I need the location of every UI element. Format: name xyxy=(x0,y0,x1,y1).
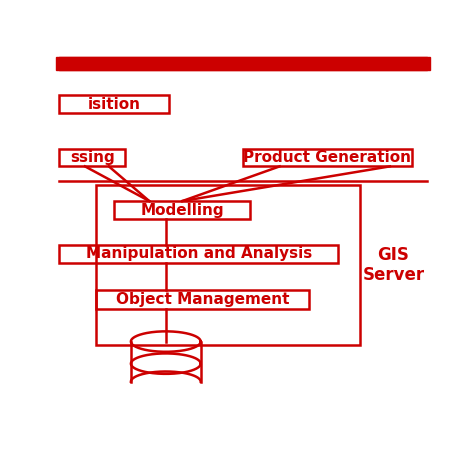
Text: ssing: ssing xyxy=(70,150,115,165)
Bar xyxy=(243,149,412,166)
Bar xyxy=(55,57,430,70)
Bar xyxy=(59,95,169,113)
Text: GIS
Server: GIS Server xyxy=(363,246,425,284)
Text: Product Generation: Product Generation xyxy=(244,150,411,165)
Bar xyxy=(114,201,250,219)
Text: isition: isition xyxy=(88,97,141,112)
Text: Modelling: Modelling xyxy=(140,203,224,218)
Text: Object Management: Object Management xyxy=(116,292,289,307)
Bar xyxy=(96,184,360,345)
Bar xyxy=(59,245,338,263)
Text: Manipulation and Analysis: Manipulation and Analysis xyxy=(86,246,312,262)
Bar xyxy=(96,291,309,309)
Bar xyxy=(59,149,125,166)
